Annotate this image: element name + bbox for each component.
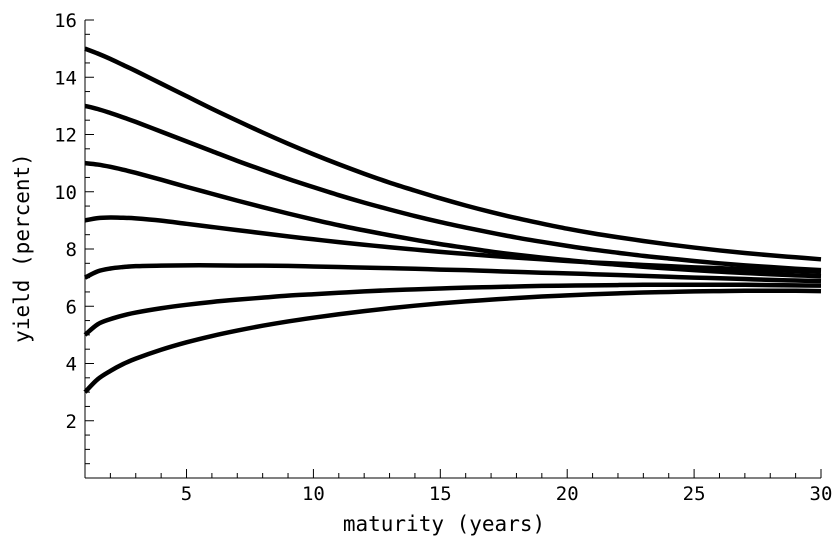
y-tick-label: 16 [54, 10, 77, 32]
y-tick-label: 12 [54, 125, 77, 147]
x-tick-label: 15 [429, 483, 452, 505]
x-tick-label: 5 [181, 483, 192, 505]
plot-lines [83, 46, 822, 394]
y-tick-label: 6 [66, 296, 77, 318]
series-line-7 [83, 288, 822, 394]
x-tick-label: 25 [683, 483, 706, 505]
x-axis-title: maturity (years) [343, 512, 545, 536]
y-axis-title: yield (percent) [10, 153, 34, 343]
series-line-1 [84, 46, 822, 262]
y-tick-label: 14 [54, 67, 77, 89]
x-tick-label: 30 [810, 483, 833, 505]
ticks [84, 19, 822, 478]
y-tick-label: 4 [66, 354, 77, 376]
x-tick-label: 20 [556, 483, 579, 505]
series-line-5 [83, 263, 822, 284]
series-line-2 [84, 103, 822, 273]
series-line-3 [84, 160, 822, 279]
series-line-6 [83, 282, 822, 337]
series-line-4 [84, 215, 822, 275]
y-tick-label: 2 [66, 411, 77, 433]
x-tick-label: 10 [302, 483, 325, 505]
tick-labels: 5 10 15 20 25 30 2 4 6 8 10 12 14 16 [54, 10, 832, 505]
y-tick-label: 8 [66, 239, 77, 261]
y-tick-label: 10 [54, 182, 77, 204]
